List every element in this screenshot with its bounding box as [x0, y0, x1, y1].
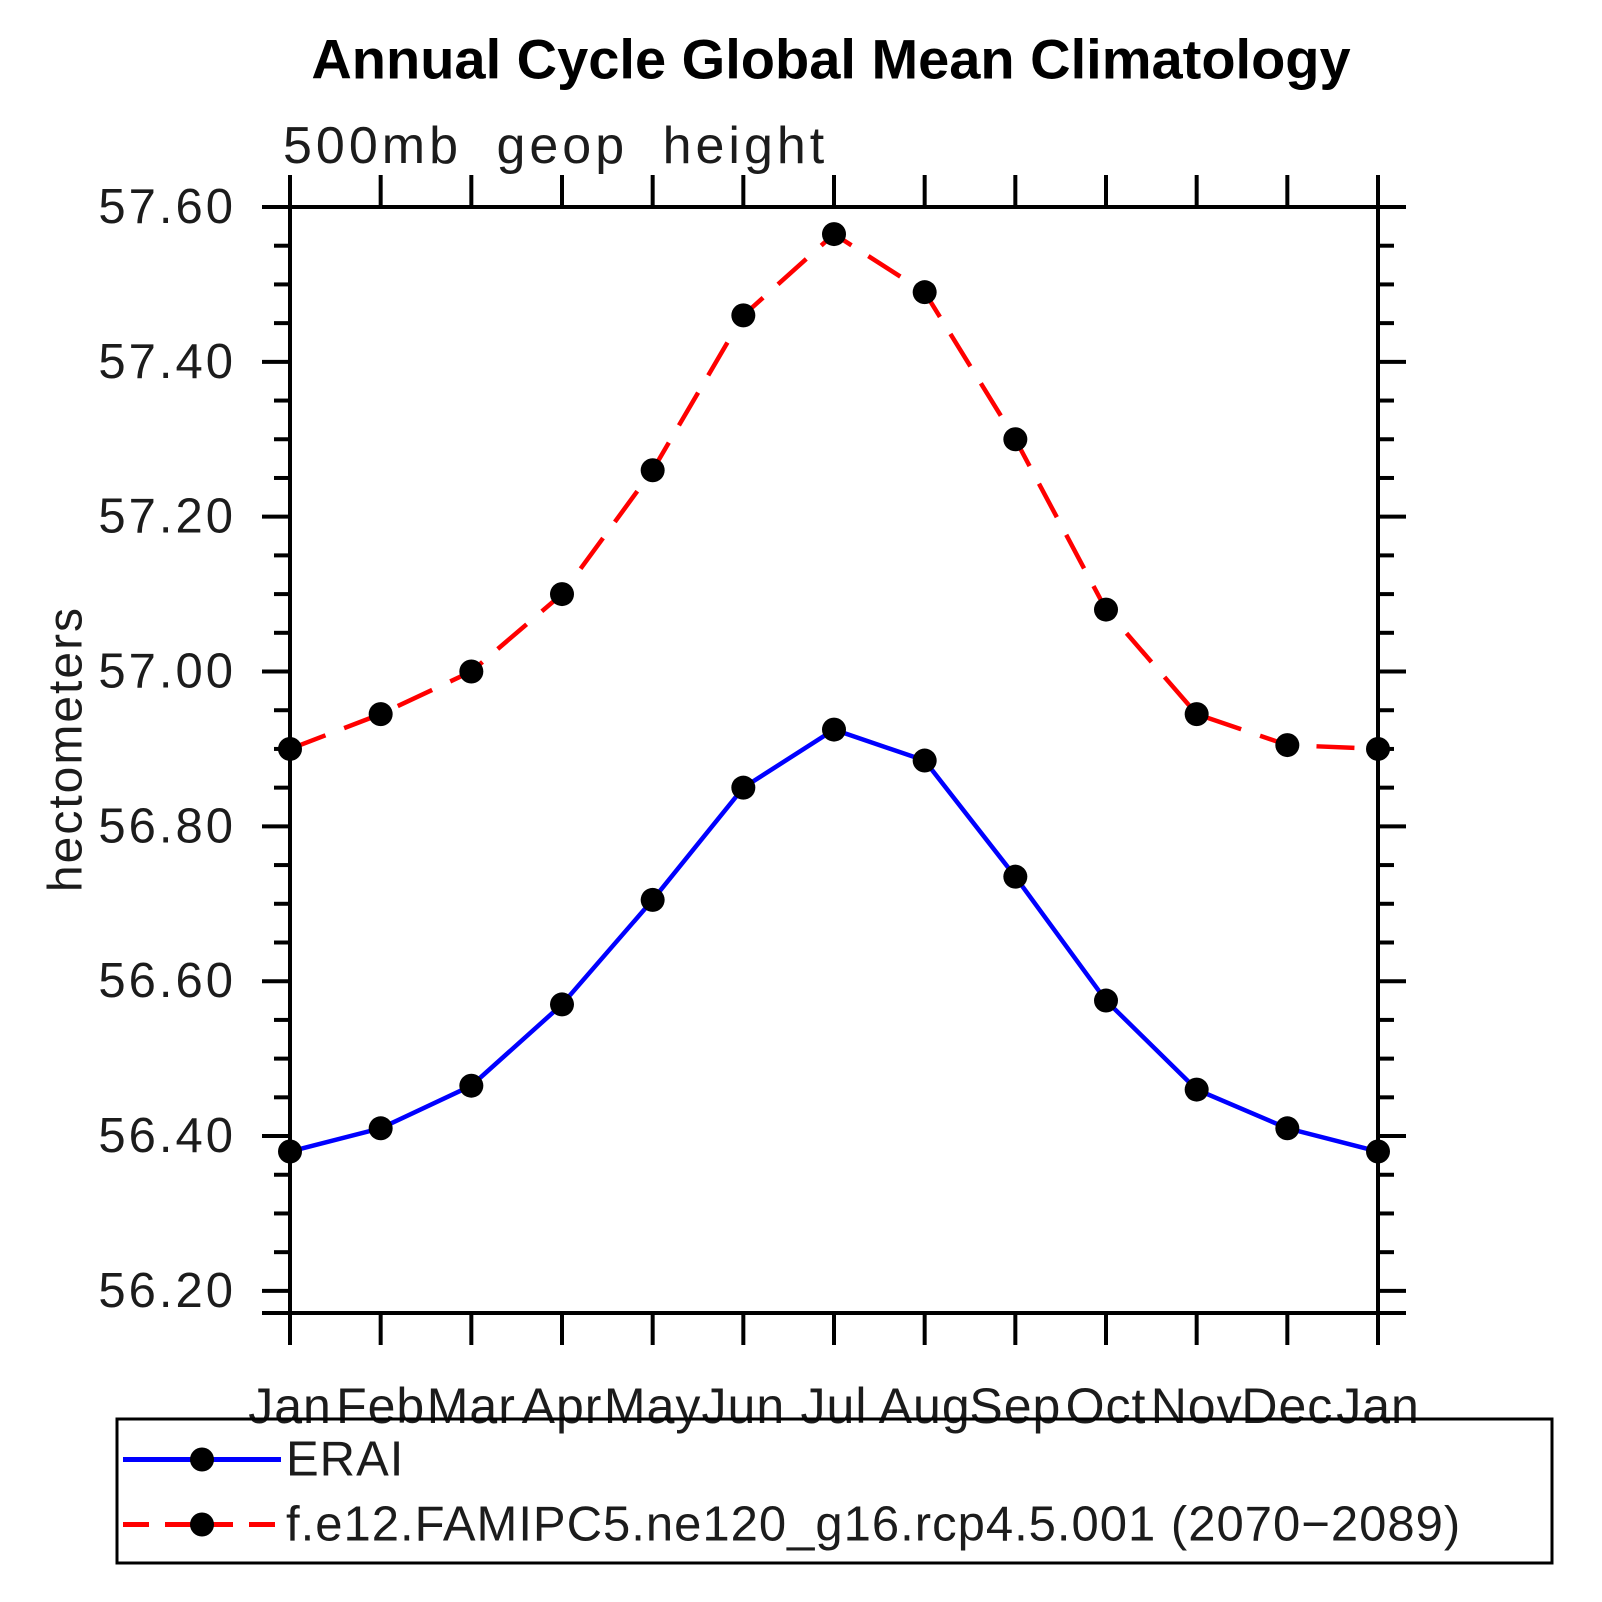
data-point-marker	[912, 748, 937, 773]
legend-label: f.e12.FAMIPC5.ne120_g16.rcp4.5.001 (2070…	[286, 1498, 1461, 1552]
data-point-marker	[822, 222, 846, 247]
data-point-marker	[1366, 736, 1390, 761]
x-tick-label: Sep	[969, 1378, 1061, 1434]
y-tick-label: 56.80	[98, 799, 236, 853]
data-point-marker	[731, 303, 756, 328]
y-tick-label: 57.40	[98, 335, 236, 389]
data-point-marker	[1275, 733, 1300, 758]
y-tick-label: 56.60	[98, 954, 236, 1008]
y-axis-label: hectometers	[40, 606, 93, 892]
x-tick-label: Dec	[1241, 1378, 1333, 1434]
data-point-marker	[550, 582, 574, 607]
data-point-marker	[368, 702, 393, 727]
y-tick-label: 57.00	[98, 645, 236, 699]
data-point-marker	[459, 1073, 484, 1098]
data-point-marker	[640, 458, 665, 483]
x-tick-label: Apr	[522, 1378, 603, 1434]
data-point-marker	[550, 992, 574, 1017]
legend-label: ERAI	[286, 1433, 404, 1487]
x-tick-label: Jan	[248, 1378, 332, 1434]
x-tick-label: Oct	[1066, 1378, 1147, 1434]
y-tick-label: 56.20	[98, 1264, 236, 1318]
legend: ERAI f.e12.FAMIPC5.ne120_g16.rcp4.5.001 (…	[115, 1417, 1554, 1565]
y-tick-label: 57.20	[98, 490, 236, 544]
legend-marker	[190, 1447, 214, 1472]
x-tick-label: Jun	[702, 1378, 786, 1434]
chart-title: Annual Cycle Global Mean Climatology	[311, 28, 1350, 91]
data-point-marker	[1184, 1077, 1209, 1102]
data-point-marker	[1094, 597, 1118, 622]
legend-marker	[190, 1512, 214, 1537]
data-point-marker	[1184, 702, 1209, 727]
x-tick-label: Aug	[879, 1378, 971, 1434]
data-point-marker	[822, 717, 846, 742]
x-tick-label: Jul	[801, 1378, 868, 1434]
y-tick-label: 57.60	[98, 180, 236, 234]
data-point-marker	[731, 775, 756, 800]
data-point-marker	[1003, 427, 1028, 452]
series-erai	[278, 717, 1390, 1164]
x-tick-label: Feb	[336, 1378, 425, 1434]
data-point-marker	[1275, 1116, 1300, 1141]
x-tick-label: Jan	[1336, 1378, 1420, 1434]
x-tick-label: Nov	[1151, 1378, 1243, 1434]
data-point-marker	[368, 1116, 393, 1141]
y-tick-label: 56.40	[98, 1109, 236, 1163]
legend-box	[115, 1417, 1554, 1565]
chart-subtitle: 500mb geop height	[283, 117, 828, 175]
data-point-marker	[459, 659, 484, 684]
data-point-marker	[640, 887, 665, 912]
data-point-marker	[278, 736, 302, 761]
data-point-marker	[1366, 1139, 1390, 1164]
data-point-marker	[278, 1139, 302, 1164]
data-point-marker	[1094, 988, 1118, 1013]
y-axis-ticks: 57.60 57.40 57.20 57.00 56.80 56.60 56.40 56.20	[98, 180, 1406, 1318]
data-point-marker	[912, 280, 937, 305]
series-model	[278, 222, 1390, 761]
x-tick-label: May	[604, 1378, 701, 1434]
x-tick-label: Mar	[427, 1378, 516, 1434]
data-point-marker	[1003, 864, 1028, 889]
